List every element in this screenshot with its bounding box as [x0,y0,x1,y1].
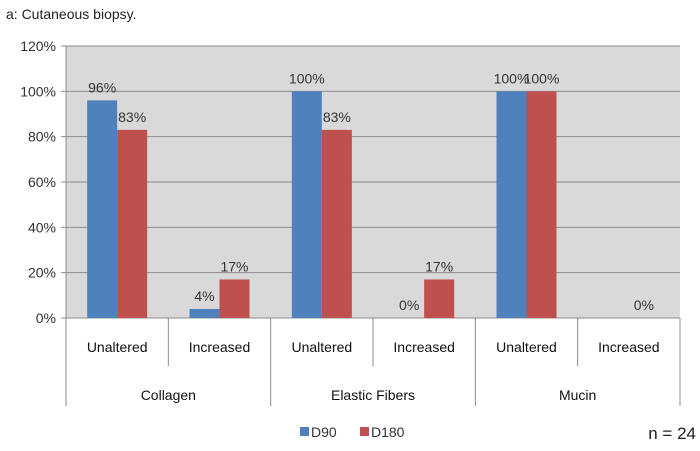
data-label: 17% [220,258,248,274]
legend-swatch-d180 [360,427,369,436]
y-tick-label: 0% [36,310,56,326]
data-label: 100% [494,70,530,86]
x-group-label: Mucin [559,387,596,403]
data-label: 100% [289,70,325,86]
data-label: 0% [634,297,654,313]
bar-d180 [117,129,148,318]
sample-size-label: n = 24 [648,424,696,443]
y-tick-label: 80% [28,129,56,145]
chart-caption: a: Cutaneous biopsy. [6,6,137,22]
bar-d180 [219,279,250,318]
data-label: 83% [323,109,351,125]
y-tick-label: 120% [20,38,56,54]
y-tick-label: 40% [28,219,56,235]
bar-d90 [291,91,322,318]
data-label: 4% [194,288,214,304]
legend-swatch-d90 [300,427,309,436]
bar-d90 [87,100,118,319]
data-label: 83% [118,109,146,125]
y-tick-label: 20% [28,265,56,281]
x-group-label: Collagen [141,387,196,403]
bar-d90 [496,91,527,318]
x-category-label: Increased [393,339,454,355]
x-category-label: Increased [189,339,250,355]
bar-d180 [526,91,557,318]
legend-label-d90: D90 [311,424,337,440]
data-label: 100% [524,70,560,86]
data-label: 96% [88,79,116,95]
y-tick-label: 100% [20,83,56,99]
bar-d180 [424,279,455,318]
x-group-label: Elastic Fibers [331,387,415,403]
data-label: 0% [399,297,419,313]
x-category-label: Increased [598,339,659,355]
x-category-label: Unaltered [496,339,557,355]
bar-d90 [189,308,220,318]
data-label: 17% [425,258,453,274]
y-tick-label: 60% [28,174,56,190]
bar-d180 [321,129,352,318]
x-category-label: Unaltered [87,339,148,355]
x-category-label: Unaltered [291,339,352,355]
legend-label-d180: D180 [371,424,405,440]
